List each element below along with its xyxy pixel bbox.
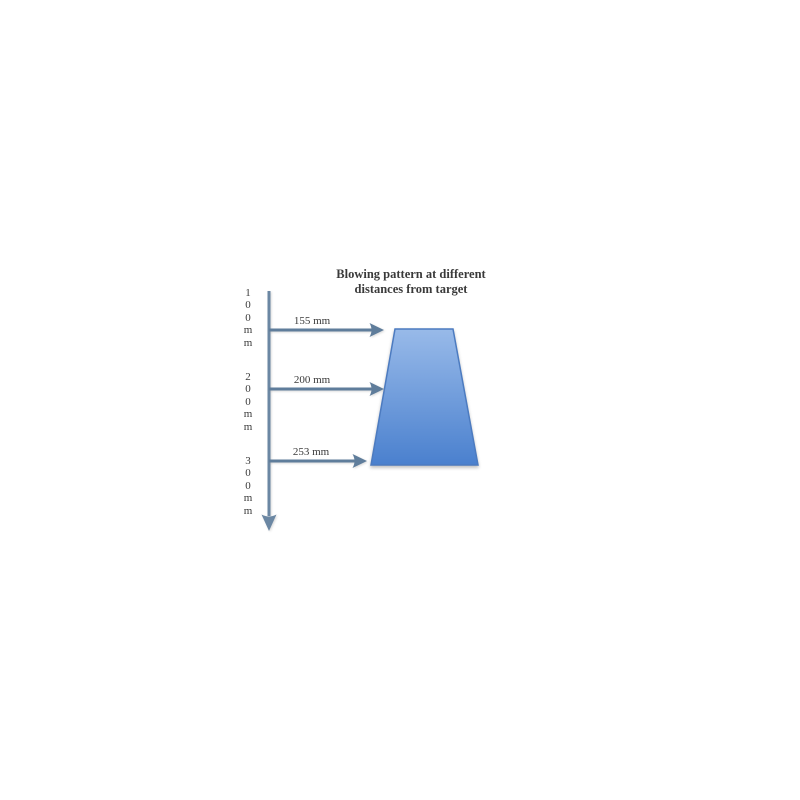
axis-tick-char: m bbox=[243, 492, 253, 505]
axis-tick-char: m bbox=[243, 336, 253, 349]
width-arrowhead-200mm-icon bbox=[369, 382, 384, 396]
diagram-title-line1: Blowing pattern at different bbox=[336, 267, 486, 281]
arrow-label-253mm: 253 mm bbox=[292, 446, 330, 458]
axis-tick-char: m bbox=[243, 504, 253, 517]
diagram-title: Blowing pattern at different distances f… bbox=[311, 267, 511, 296]
diagram-title-line2: distances from target bbox=[354, 281, 468, 296]
width-arrowhead-100mm-icon bbox=[369, 323, 384, 337]
axis-tick-char: 3 bbox=[245, 455, 251, 467]
axis-tick-label-100mm: 1 0 0 m m bbox=[240, 287, 256, 349]
axis-tick-char: 1 bbox=[245, 287, 251, 299]
arrow-label-200mm: 200 mm bbox=[293, 374, 331, 386]
axis-tick-char: m bbox=[243, 324, 253, 337]
axis-tick-label-300mm: 3 0 0 m m bbox=[240, 455, 256, 517]
axis-tick-char: 0 bbox=[245, 383, 251, 396]
width-arrowhead-300mm-icon bbox=[352, 454, 367, 468]
axis-tick-char: 0 bbox=[245, 395, 251, 408]
axis-tick-char: 0 bbox=[245, 311, 251, 324]
axis-tick-char: m bbox=[243, 420, 253, 433]
axis-tick-char: 2 bbox=[245, 371, 251, 383]
axis-tick-char: m bbox=[243, 408, 253, 421]
axis-tick-char: 0 bbox=[245, 479, 251, 492]
distance-axis-arrowhead-icon bbox=[261, 514, 277, 531]
blow-pattern-trapezoid bbox=[370, 328, 479, 466]
axis-tick-char: 0 bbox=[245, 299, 251, 312]
arrow-label-155mm: 155 mm bbox=[293, 315, 331, 327]
axis-tick-char: 0 bbox=[245, 467, 251, 480]
axis-tick-label-200mm: 2 0 0 m m bbox=[240, 371, 256, 433]
